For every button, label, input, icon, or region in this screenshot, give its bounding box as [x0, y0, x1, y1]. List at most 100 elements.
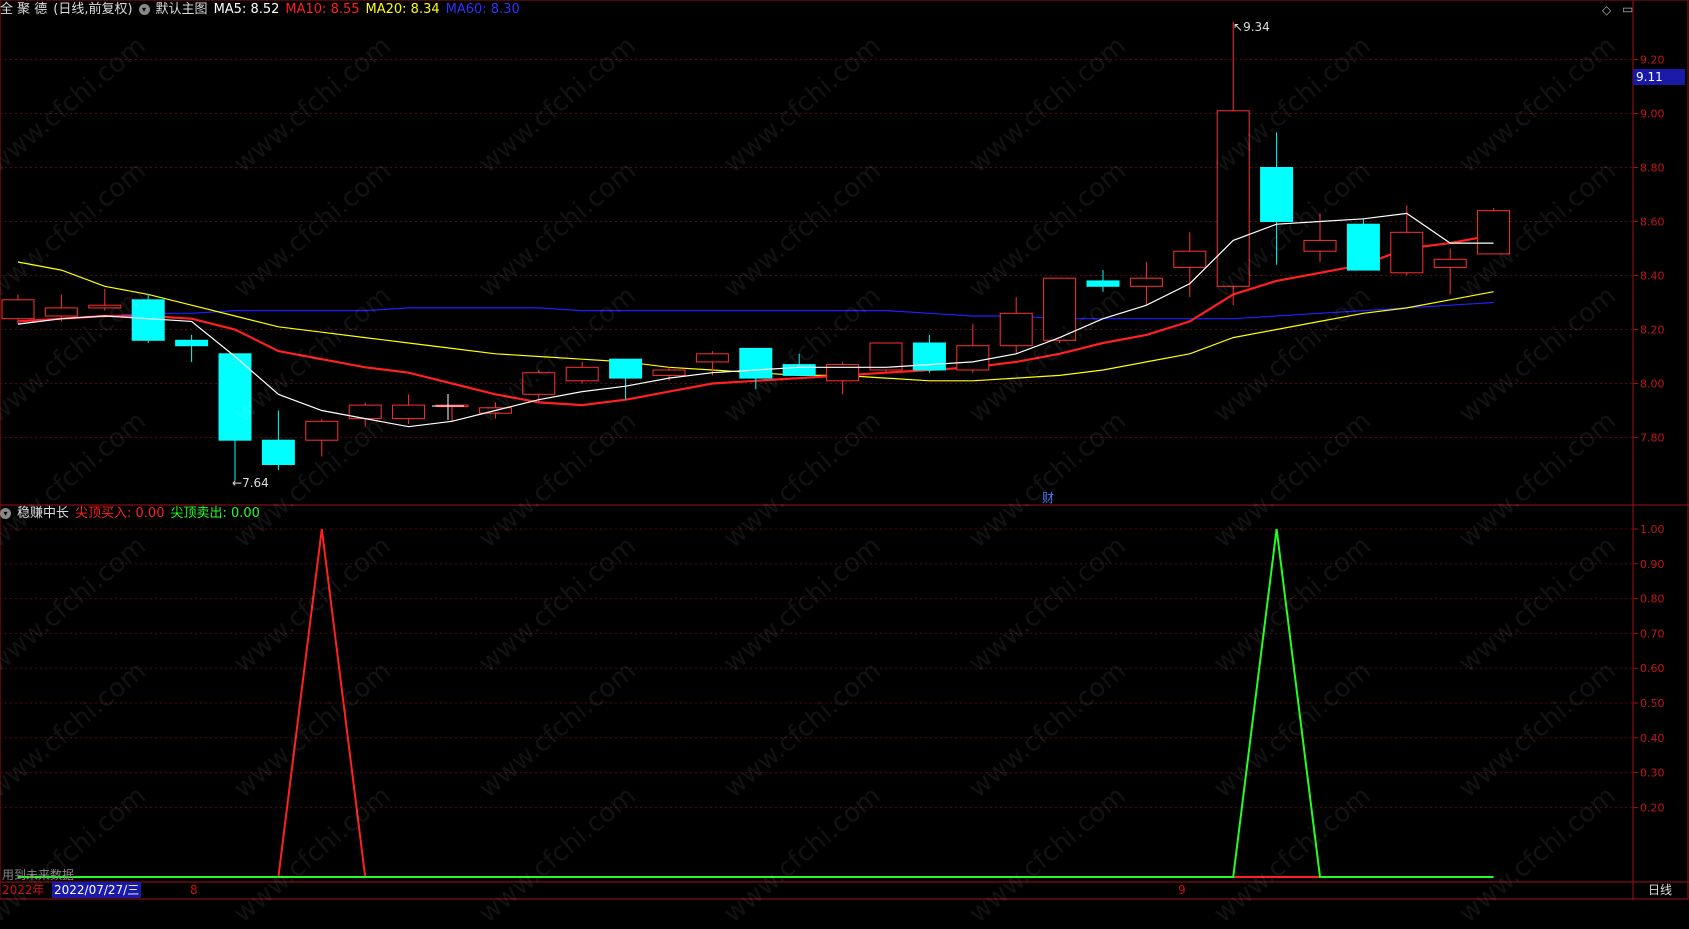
candle-body — [261, 439, 295, 466]
candlestick — [999, 297, 1033, 354]
indicator-tick-label: 0.50 — [1640, 697, 1665, 710]
candle-body — [782, 364, 816, 376]
candlestick — [1173, 232, 1207, 298]
candle-body — [305, 420, 339, 441]
y-tick-label: 8.40 — [1640, 270, 1665, 283]
candlestick — [609, 358, 643, 400]
candlestick — [739, 347, 773, 389]
ma10-value: MA10: 8.55 — [285, 2, 360, 17]
candlestick — [218, 353, 252, 481]
candlestick — [1, 294, 35, 325]
candlestick — [1129, 262, 1163, 306]
candle-body — [1086, 280, 1120, 287]
indicator-tick-label: 0.30 — [1640, 767, 1665, 780]
candle-body — [826, 364, 860, 382]
candlestick — [652, 367, 686, 381]
indicator-name[interactable]: 稳赚中长 — [17, 506, 70, 521]
candle-body — [392, 404, 426, 420]
candle-body — [1173, 250, 1207, 268]
cursor-date: 2022/07/27/三 — [52, 882, 142, 898]
ma5-value: MA5: 8.52 — [213, 2, 280, 17]
diamond-icon[interactable]: ◇ — [1602, 3, 1612, 17]
candle-body — [869, 342, 903, 371]
candle-body — [1303, 239, 1337, 252]
sell-signal-value: 尖顶卖出: 0.00 — [170, 506, 260, 521]
candlestick — [1260, 132, 1294, 265]
candlestick — [522, 370, 556, 403]
main-chart-selector[interactable]: 默认主图 — [155, 2, 208, 17]
candlestick — [956, 324, 990, 373]
candlestick — [1390, 205, 1424, 276]
candlestick — [1477, 208, 1511, 255]
y-tick-label: 9.20 — [1640, 54, 1665, 67]
candlestick — [1303, 213, 1337, 262]
candlestick — [1346, 218, 1380, 271]
candlestick — [1433, 248, 1467, 295]
candlestick — [1216, 21, 1250, 306]
low-price-annotation: ←7.64 — [232, 476, 269, 490]
ma60-line — [17, 301, 1494, 325]
stock-name: 全 聚 德 — [0, 2, 48, 17]
y-tick-label: 9.00 — [1640, 108, 1665, 121]
year-label: 2022年 — [2, 883, 45, 897]
candle-body — [609, 358, 643, 379]
candle-body — [912, 342, 946, 371]
maximize-icon[interactable]: ▭ — [1622, 2, 1634, 16]
candle-body — [652, 369, 686, 376]
candlestick — [782, 353, 816, 376]
candlestick — [44, 294, 78, 322]
finance-marker[interactable]: 财 — [1042, 491, 1055, 505]
month-9-label: 9 — [1178, 883, 1186, 897]
indicator-tick-label: 0.80 — [1640, 593, 1665, 606]
candlestick — [1043, 277, 1077, 343]
future-data-label: 用到未来数据 — [2, 868, 75, 882]
indicator-tick-label: 0.20 — [1640, 801, 1665, 814]
candle-body — [218, 353, 252, 441]
candle-body — [1260, 167, 1294, 222]
current-price-tag: 9.11 — [1633, 69, 1685, 85]
chevron-down-icon[interactable]: ▾ — [138, 4, 150, 15]
y-tick-label: 8.20 — [1640, 324, 1665, 337]
candle-body — [1477, 210, 1511, 255]
indicator-header: ▾ 稳赚中长 尖顶买入: 0.00 尖顶卖出: 0.00 — [0, 504, 266, 524]
stock-chart-canvas[interactable]: 9.20 9.00 8.80 8.60 8.40 8.20 8.00 7.80 1.00 0.90… — [0, 0, 1689, 900]
y-tick-label: 8.80 — [1640, 162, 1665, 175]
candle-body — [739, 347, 773, 379]
candle-body — [131, 299, 165, 341]
candle-body — [1433, 258, 1467, 268]
ma5-line — [17, 212, 1494, 428]
candle-body — [1216, 110, 1250, 287]
candle-body — [695, 353, 729, 363]
buy-signal-value: 尖顶买入: 0.00 — [75, 506, 165, 521]
candle-body — [1, 299, 35, 320]
indicator-tick-label: 0.70 — [1640, 627, 1665, 640]
candlestick — [88, 289, 122, 311]
candle-body — [565, 366, 599, 382]
y-tick-label: 8.00 — [1640, 378, 1665, 391]
indicator-tick-label: 0.40 — [1640, 732, 1665, 745]
candlestick — [175, 334, 209, 362]
candlestick — [305, 418, 339, 457]
indicator-tick-label: 0.90 — [1640, 558, 1665, 571]
candle-body — [175, 339, 209, 347]
candlestick — [348, 402, 382, 427]
sell-signal-line — [18, 528, 1494, 878]
main-chart-header: 全 聚 德 (日线,前复权) ▾ 默认主图 MA5: 8.52 MA10: 8.55 MA2… — [0, 0, 526, 20]
candle-body — [1043, 277, 1077, 341]
chevron-down-icon[interactable]: ▾ — [0, 508, 11, 519]
y-tick-label: 8.60 — [1640, 216, 1665, 229]
candlestick — [912, 334, 946, 373]
candle-body — [522, 372, 556, 395]
month-8-label: 8 — [190, 883, 198, 897]
candlestick — [565, 361, 599, 384]
candle-body — [88, 304, 122, 309]
ma20-value: MA20: 8.34 — [365, 2, 440, 17]
low-price-value: 7.64 — [242, 476, 269, 490]
chart-period: (日线,前复权) — [53, 2, 133, 17]
y-tick-label: 7.80 — [1640, 432, 1665, 445]
candle-body — [956, 345, 990, 371]
candle-body — [1390, 231, 1424, 274]
high-price-value: 9.34 — [1243, 20, 1270, 34]
ma60-value: MA60: 8.30 — [445, 2, 520, 17]
period-daily-button[interactable]: 日线 — [1648, 883, 1673, 897]
